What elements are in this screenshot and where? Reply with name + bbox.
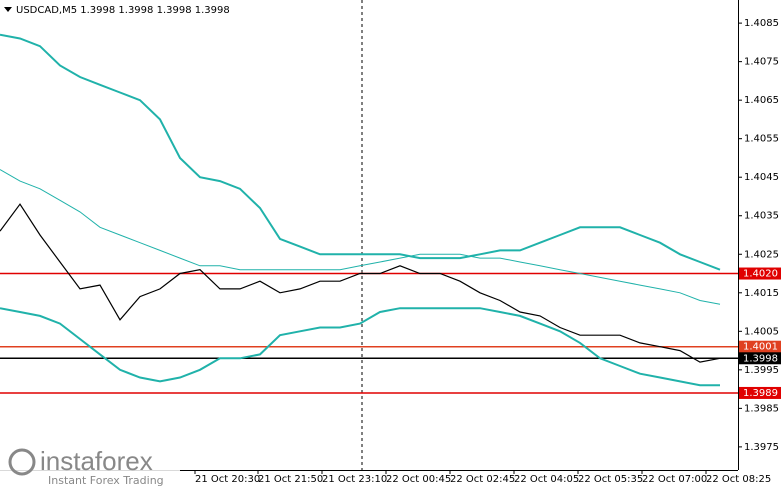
logo-icon xyxy=(8,448,36,476)
y-tick-label: 1.4005 xyxy=(744,326,779,337)
x-tick-label: 22 Oct 08:25 xyxy=(706,474,771,485)
level-label-bg xyxy=(739,267,781,280)
x-tick-label: 21 Oct 21:50 xyxy=(258,474,323,485)
chart-title: USDCAD,M5 1.3998 1.3998 1.3998 1.3998 xyxy=(16,5,230,16)
band-line xyxy=(0,307,720,387)
logo-tagline: Instant Forex Trading xyxy=(48,474,164,487)
y-tick-label: 1.4065 xyxy=(744,95,779,106)
y-tick-label: 1.4045 xyxy=(744,172,779,183)
y-tick-label: 1.3995 xyxy=(744,365,779,376)
y-tick-label: 1.4085 xyxy=(744,18,779,29)
level-label: 1.3998 xyxy=(743,353,778,364)
level-label: 1.4001 xyxy=(743,342,778,353)
y-tick-label: 1.3975 xyxy=(744,442,779,453)
y-tick-label: 1.4035 xyxy=(744,211,779,222)
y-tick-label: 1.3985 xyxy=(744,403,779,414)
x-tick-label: 22 Oct 05:35 xyxy=(578,474,643,485)
band-line xyxy=(0,33,721,271)
level-label-bg xyxy=(739,340,781,353)
menu-arrow xyxy=(4,7,12,12)
x-tick-label: 22 Oct 04:05 xyxy=(514,474,579,485)
level-label-bg xyxy=(739,386,781,399)
x-tick-label: 22 Oct 07:00 xyxy=(642,474,707,485)
x-tick-label: 22 Oct 00:45 xyxy=(386,474,451,485)
x-tick-label: 21 Oct 23:10 xyxy=(322,474,387,485)
level-label: 1.4020 xyxy=(743,269,778,280)
y-tick-label: 1.4055 xyxy=(744,134,779,145)
y-tick-label: 1.4075 xyxy=(744,57,779,68)
y-tick-label: 1.4015 xyxy=(744,288,779,299)
level-label: 1.3989 xyxy=(743,388,778,399)
y-tick-label: 1.4025 xyxy=(744,249,779,260)
logo: instaforex Instant Forex Trading xyxy=(0,444,180,489)
logo-name: instaforex xyxy=(40,446,153,476)
x-tick-label: 21 Oct 20:30 xyxy=(195,474,260,485)
x-tick-label: 22 Oct 02:45 xyxy=(450,474,515,485)
band-line xyxy=(0,169,721,305)
level-label-bg xyxy=(739,352,781,365)
price-line xyxy=(0,203,721,363)
